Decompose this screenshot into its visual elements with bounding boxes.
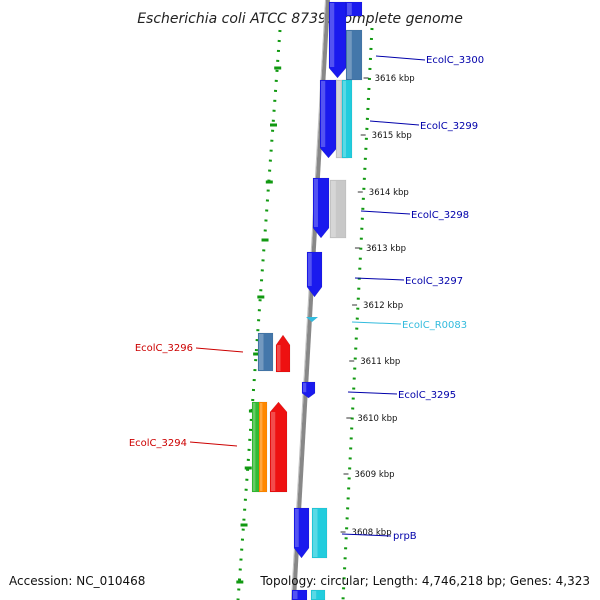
gene-label-leader xyxy=(354,277,405,281)
rna-feature xyxy=(306,317,318,322)
cds-forward-arrow-shine xyxy=(308,253,312,286)
tick-label: 3612 kbp xyxy=(363,301,403,311)
gene-label: prpB xyxy=(393,531,417,542)
cog-box-shine xyxy=(331,181,336,237)
cog-box-shine xyxy=(260,403,263,491)
cds-forward-arrow xyxy=(319,79,338,159)
gene-label: EcolC_3297 xyxy=(405,276,463,287)
cds-forward-arrow xyxy=(328,1,347,79)
cog-box-shine xyxy=(313,509,318,557)
cog-box xyxy=(258,401,268,493)
cog-box-shine xyxy=(347,3,352,15)
tick-label: 3608 kbp xyxy=(352,528,392,538)
cds-reverse-arrow xyxy=(269,401,288,493)
cds-forward-arrow xyxy=(312,177,330,239)
gene-label: EcolC_3296 xyxy=(135,343,193,354)
feature-tracks xyxy=(236,0,374,600)
cog-box-shine xyxy=(259,334,264,370)
gene-label: EcolC_R0083 xyxy=(402,320,467,331)
cds-reverse-arrow-shine xyxy=(271,412,276,491)
cds-reverse-arrow-shine xyxy=(277,345,281,371)
gene-label-leader xyxy=(341,533,392,537)
cds-forward-arrow-shine xyxy=(303,383,307,393)
cog-box-shine xyxy=(312,591,317,599)
map-title: Escherichia coli ATCC 8739, complete gen… xyxy=(137,11,463,27)
cog-box xyxy=(257,332,274,372)
gene-label-leader xyxy=(195,347,244,353)
cog-box-shine xyxy=(337,81,341,157)
gene-label-leader xyxy=(360,210,411,215)
tick-label: 3615 kbp xyxy=(372,131,412,141)
gene-label-leader xyxy=(351,321,402,325)
genome-summary-text: Topology: circular; Length: 4,746,218 bp… xyxy=(260,574,590,588)
cds-forward-arrow xyxy=(301,381,316,399)
cog-box-shine xyxy=(343,81,346,157)
gene-label: EcolC_3294 xyxy=(129,438,187,449)
cog-box-shine xyxy=(347,31,352,79)
gene-label: EcolC_3300 xyxy=(426,55,484,66)
cds-forward-arrow xyxy=(291,589,308,600)
cog-box xyxy=(329,179,347,239)
gc-content-dots-left xyxy=(236,29,282,600)
backbone-highlight xyxy=(291,0,326,600)
cds-forward-arrow-shine xyxy=(330,3,335,67)
tick-label: 3613 kbp xyxy=(366,244,406,254)
gene-label: EcolC_3295 xyxy=(398,390,456,401)
cog-box xyxy=(310,589,326,600)
cog-box-shine xyxy=(253,403,256,491)
tick-label: 3614 kbp xyxy=(369,188,409,198)
cds-forward-arrow xyxy=(293,507,310,559)
tick-label: 3611 kbp xyxy=(360,357,400,367)
cog-box xyxy=(345,29,363,81)
tick-label: 3610 kbp xyxy=(357,414,397,424)
cds-forward-arrow xyxy=(306,251,323,298)
gene-label: EcolC_3299 xyxy=(420,121,478,132)
cog-box xyxy=(311,507,328,559)
cds-forward-arrow-shine xyxy=(293,591,298,599)
cds-reverse-arrow xyxy=(275,334,291,373)
gene-label-leader xyxy=(369,120,420,126)
labels-layer: 3616 kbp 3615 kbp 3614 kbp 3613 kbp 3612 kbp… xyxy=(129,55,484,542)
gene-label-leader xyxy=(347,391,398,395)
gene-label-leader xyxy=(189,441,238,447)
cds-forward-arrow-shine xyxy=(321,81,326,147)
gene-label-leader xyxy=(375,55,426,61)
cds-forward-arrow-shine xyxy=(295,509,299,547)
cog-box xyxy=(345,1,363,17)
gene-label: EcolC_3298 xyxy=(411,210,469,221)
accession-text: Accession: NC_010468 xyxy=(9,574,146,588)
cds-forward-arrow-shine xyxy=(314,179,318,227)
cog-box xyxy=(341,79,353,159)
tick-label: 3609 kbp xyxy=(354,470,394,480)
tick-label: 3616 kbp xyxy=(375,74,415,84)
